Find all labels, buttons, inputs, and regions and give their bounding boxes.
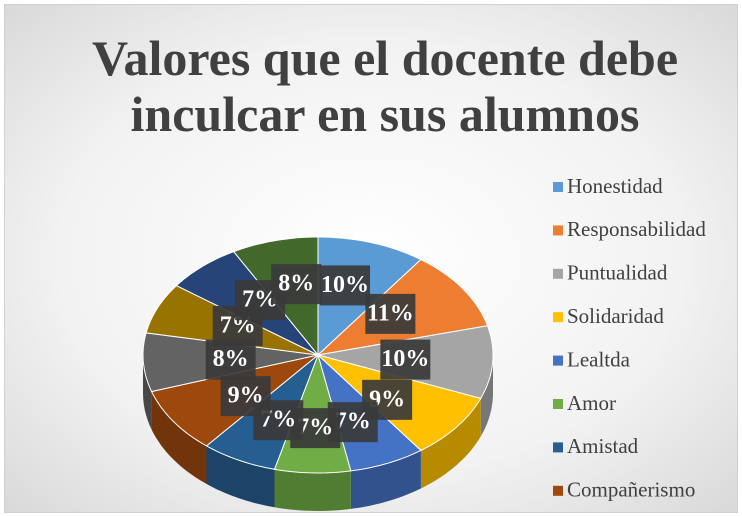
legend-swatch: [553, 268, 563, 279]
legend-label: Solidaridad: [567, 304, 664, 328]
chart-title: Valores que el docente debe inculcar en …: [91, 30, 679, 142]
data-label-box: [205, 339, 256, 380]
data-label: 8%: [213, 346, 249, 372]
data-label: 8%: [278, 271, 314, 297]
data-label-box: [320, 265, 371, 306]
slice-side: [350, 450, 421, 509]
legend-label: Amistad: [567, 434, 639, 458]
slice-side: [206, 445, 275, 508]
data-label-box: [365, 293, 416, 334]
data-label-box: [380, 339, 431, 380]
data-label-box: [271, 264, 322, 305]
legend-label: Amor: [567, 391, 616, 415]
legend-swatch: [553, 442, 563, 453]
legend-label: Responsabilidad: [567, 217, 706, 241]
data-label: 10%: [381, 346, 429, 372]
slice-side: [274, 469, 351, 511]
legend-swatch: [553, 355, 563, 366]
data-label: 11%: [367, 300, 414, 326]
legend-swatch: [553, 225, 563, 236]
data-label: 9%: [228, 383, 264, 409]
data-label: 10%: [321, 272, 369, 298]
slice-side: [480, 355, 493, 437]
legend-label: Puntualidad: [567, 261, 668, 285]
legend-swatch: [553, 399, 563, 409]
data-label: 7%: [335, 409, 371, 435]
legend-swatch: [553, 182, 563, 192]
legend-label: Lealtda: [567, 347, 631, 371]
slice-side: [151, 391, 207, 484]
legend-label: Compañerismo: [567, 478, 695, 502]
legend-swatch: [553, 485, 563, 496]
legend-swatch: [553, 312, 563, 323]
data-label-box: [220, 376, 271, 417]
legend-label: Honestidad: [567, 174, 663, 198]
slice-side: [420, 398, 481, 489]
